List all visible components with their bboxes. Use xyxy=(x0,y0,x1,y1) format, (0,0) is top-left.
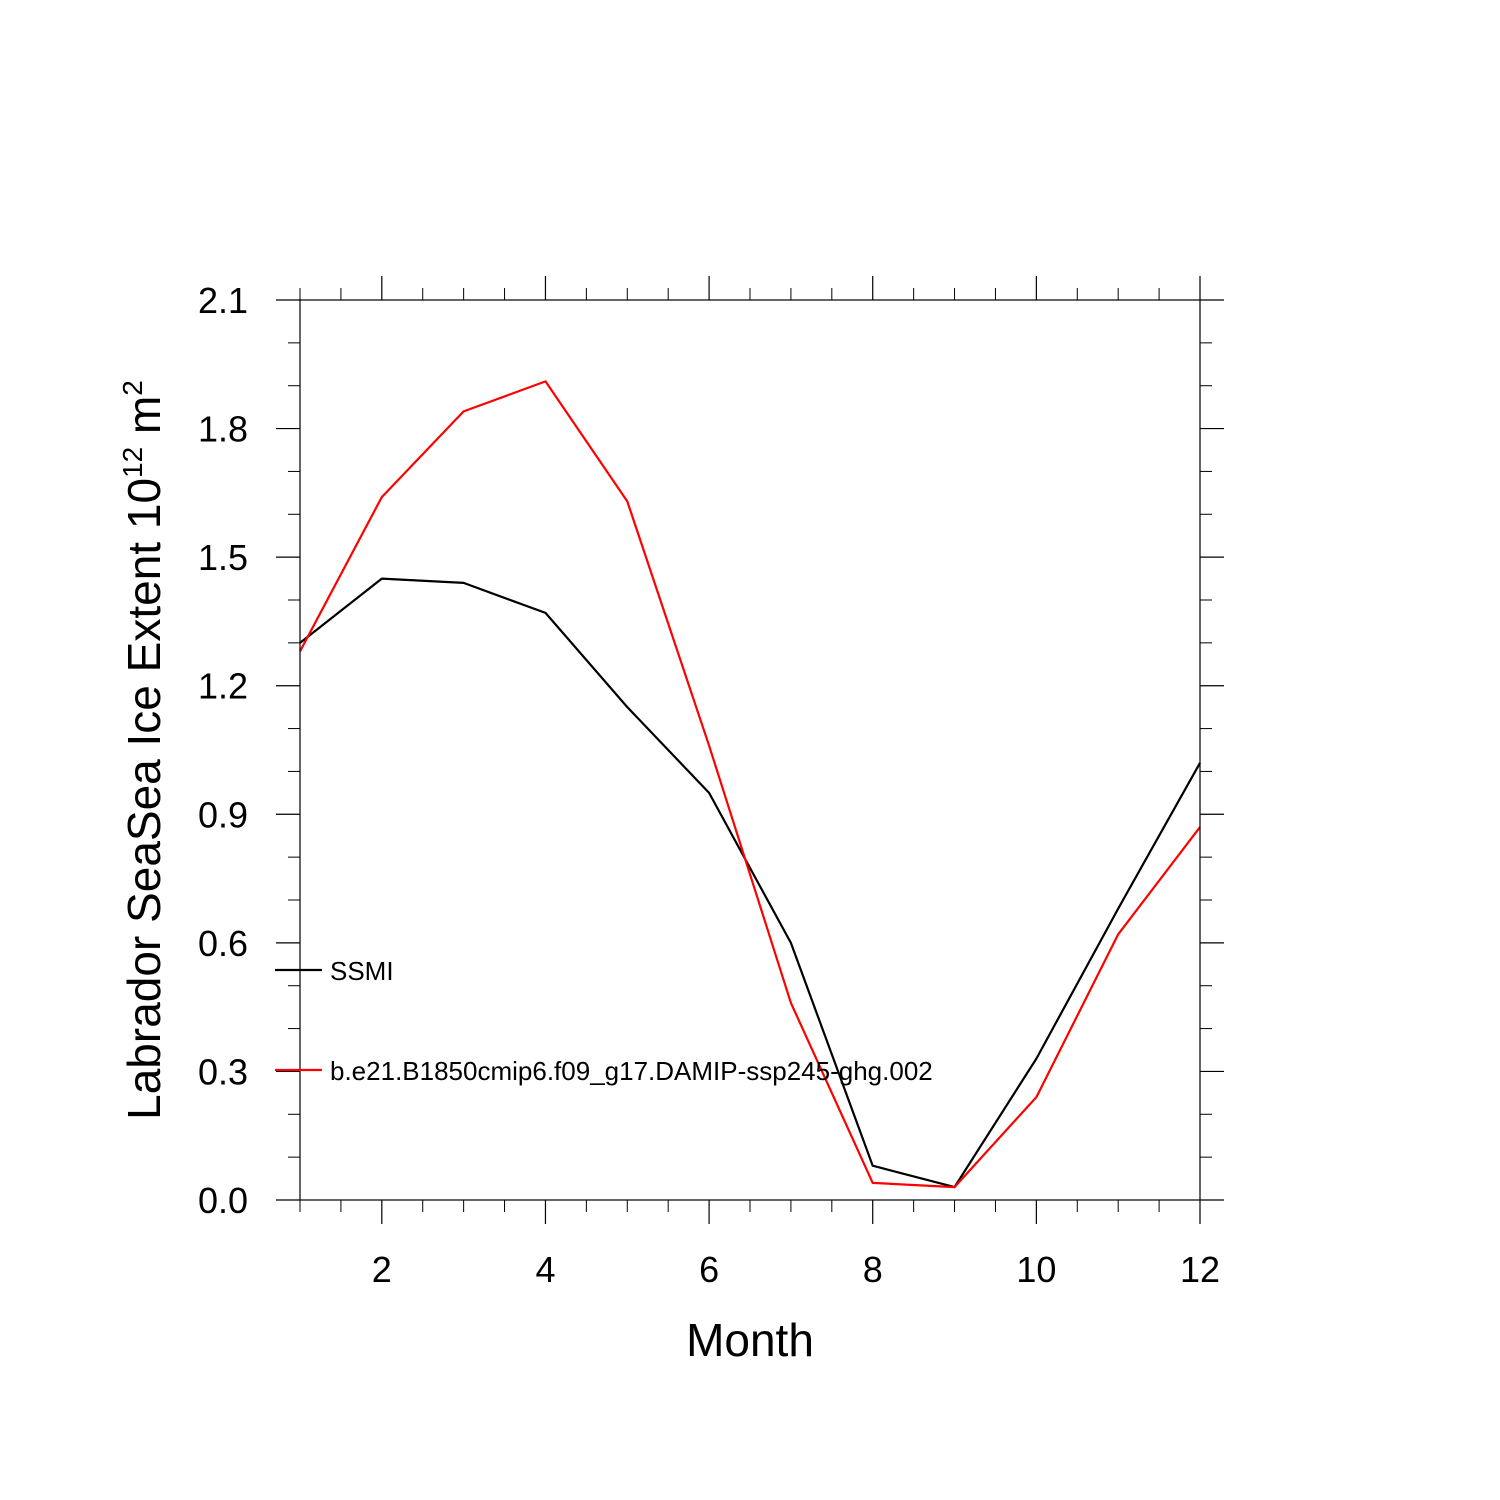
x-tick-label: 2 xyxy=(372,1249,392,1290)
y-tick-label: 1.5 xyxy=(198,537,248,578)
legend-label-2: b.e21.B1850cmip6.f09_g17.DAMIP-ssp245-gh… xyxy=(330,1056,933,1086)
y-axis-title: Labrador SeaSea Ice Extent 1012 m2 xyxy=(117,380,170,1120)
series-line-2 xyxy=(299,380,1201,1189)
x-tick-label: 6 xyxy=(699,1249,719,1290)
plot-frame xyxy=(299,299,1201,1201)
axis-tick-labels: 2 4 6 8 10 12 0.0 0.3 0.6 0.9 1.2 1.5 1.8 2.1 xyxy=(198,280,1220,1290)
y-tick-label: 2.1 xyxy=(198,280,248,321)
y-tick-label: 0.3 xyxy=(198,1051,248,1092)
y-axis-title-unit: m xyxy=(118,396,170,447)
legend: SSMI b.e21.B1850cmip6.f09_g17.DAMIP-ssp24… xyxy=(275,956,933,1086)
y-tick-label: 1.2 xyxy=(198,666,248,707)
y-tick-label: 0.9 xyxy=(198,794,248,835)
legend-label-1: SSMI xyxy=(330,956,394,986)
x-tick-label: 12 xyxy=(1180,1249,1220,1290)
y-axis-title-main: Labrador SeaSea Ice Extent 10 xyxy=(118,478,170,1120)
y-tick-label: 0.6 xyxy=(198,923,248,964)
x-tick-label: 8 xyxy=(863,1249,883,1290)
axis-ticks xyxy=(276,276,1224,1224)
y-axis-title-unit-exponent: 2 xyxy=(117,380,148,396)
x-axis-title: Month xyxy=(686,1314,814,1366)
y-tick-label: 0.0 xyxy=(198,1180,248,1221)
x-tick-label: 10 xyxy=(1016,1249,1056,1290)
y-axis-title-exponent: 12 xyxy=(117,447,148,478)
series-lines xyxy=(299,380,1201,1189)
y-tick-label: 1.8 xyxy=(198,409,248,450)
series-line-1 xyxy=(299,577,1201,1189)
x-tick-label: 4 xyxy=(535,1249,555,1290)
